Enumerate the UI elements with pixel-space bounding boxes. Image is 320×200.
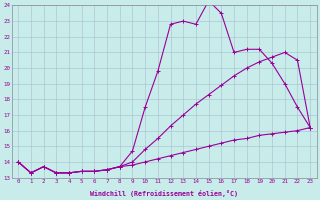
X-axis label: Windchill (Refroidissement éolien,°C): Windchill (Refroidissement éolien,°C) bbox=[90, 190, 238, 197]
